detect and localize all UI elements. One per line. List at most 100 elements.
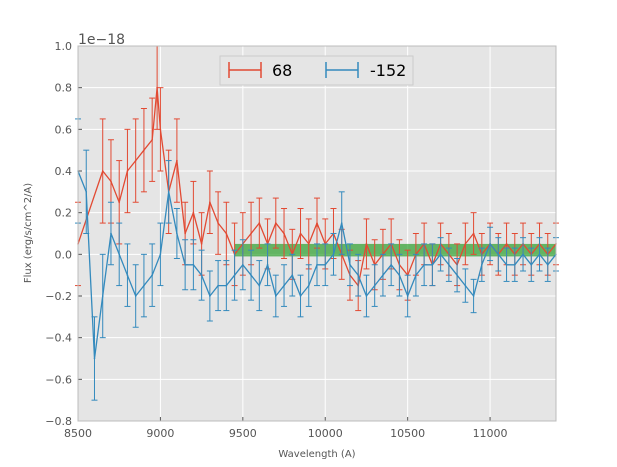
data-point <box>497 253 500 256</box>
x-tick-label: 10000 <box>308 427 343 440</box>
data-point <box>456 274 458 276</box>
y-tick-label: −0.8 <box>45 415 72 428</box>
data-point <box>464 284 467 287</box>
data-point <box>505 243 508 245</box>
legend-item-series-1: -152 <box>325 61 406 80</box>
data-point <box>156 86 158 89</box>
data-point <box>324 263 327 266</box>
data-point <box>332 253 335 256</box>
data-point <box>382 274 384 276</box>
data-point <box>200 243 203 245</box>
y-tick-label: 0.8 <box>55 82 73 95</box>
x-tick-label: 8500 <box>64 427 92 440</box>
x-axis-label: Wavelength (A) <box>278 449 355 460</box>
data-point <box>126 170 129 172</box>
data-point <box>365 243 368 245</box>
data-point <box>258 284 261 287</box>
data-point <box>258 222 261 224</box>
data-point <box>448 263 450 266</box>
data-point <box>184 232 186 235</box>
legend: 68 -152 <box>219 55 414 86</box>
x-tick-label: 9000 <box>146 427 174 440</box>
data-point <box>118 253 121 256</box>
data-point <box>299 232 302 235</box>
data-point <box>118 201 121 204</box>
y-tick-label: 0.0 <box>55 248 73 261</box>
data-point <box>373 284 376 287</box>
data-point <box>340 222 343 224</box>
x-tick-label: 11000 <box>473 427 508 440</box>
data-point <box>505 263 508 266</box>
y-axis-label: Flux (erg/s/cm^2/A) <box>23 183 34 283</box>
data-point <box>110 232 112 235</box>
data-point <box>398 274 401 276</box>
data-point <box>291 274 294 276</box>
data-point <box>530 263 533 266</box>
data-point <box>167 191 170 193</box>
data-point <box>176 232 178 235</box>
data-point <box>250 274 252 276</box>
data-point <box>192 263 195 266</box>
data-point <box>307 284 310 287</box>
data-point <box>85 191 88 193</box>
data-point <box>266 263 269 266</box>
data-point <box>134 295 137 297</box>
series-layer <box>75 45 559 401</box>
data-point <box>159 253 162 256</box>
data-point <box>390 263 392 266</box>
legend-item-series-0: 68 <box>228 61 292 80</box>
data-point <box>134 159 137 162</box>
y-tick-label: −0.4 <box>45 332 72 345</box>
series-1 <box>75 118 559 401</box>
data-point <box>357 274 360 276</box>
data-point <box>200 274 203 276</box>
data-point <box>101 295 104 297</box>
data-point <box>365 295 368 297</box>
data-point <box>159 128 162 131</box>
data-point <box>126 274 129 276</box>
data-point <box>209 201 211 204</box>
series-line <box>77 87 557 288</box>
band-layer <box>234 243 556 257</box>
data-point <box>349 263 351 266</box>
data-point <box>415 274 417 276</box>
data-point <box>283 284 285 287</box>
data-point <box>472 232 475 235</box>
data-point <box>233 274 236 276</box>
data-point <box>101 170 104 172</box>
data-point <box>283 232 285 235</box>
data-point <box>217 284 219 287</box>
data-point <box>472 295 475 297</box>
x-tick-label: 10500 <box>390 427 425 440</box>
data-point <box>225 232 228 235</box>
data-point <box>110 180 112 183</box>
ticks: 8500 9000 9500 10000 10500 11000 −0.8 −0.6 −0.4 −… <box>45 40 507 440</box>
data-point <box>225 284 228 287</box>
data-point <box>274 295 277 297</box>
data-point <box>176 159 178 162</box>
data-point <box>209 295 211 297</box>
data-point <box>143 284 145 287</box>
data-point <box>143 149 145 151</box>
legend-label-series-1: -152 <box>370 61 406 80</box>
x-tick-label: 9500 <box>229 427 257 440</box>
data-point <box>513 263 516 266</box>
y-tick-label: 0.4 <box>55 165 73 178</box>
data-point <box>93 357 96 360</box>
data-point <box>538 253 541 256</box>
data-point <box>217 222 219 224</box>
y-tick-label: −0.6 <box>45 373 72 386</box>
y-tick-label: 0.6 <box>55 123 73 136</box>
plot-frame <box>77 45 557 422</box>
data-point <box>299 295 302 297</box>
data-point <box>522 253 524 256</box>
data-point <box>316 222 318 224</box>
data-point <box>423 263 425 266</box>
y-tick-label: −0.2 <box>45 290 72 303</box>
data-point <box>184 263 186 266</box>
data-point <box>242 263 244 266</box>
data-point <box>274 222 277 224</box>
data-point <box>192 211 195 214</box>
data-point <box>250 232 252 235</box>
